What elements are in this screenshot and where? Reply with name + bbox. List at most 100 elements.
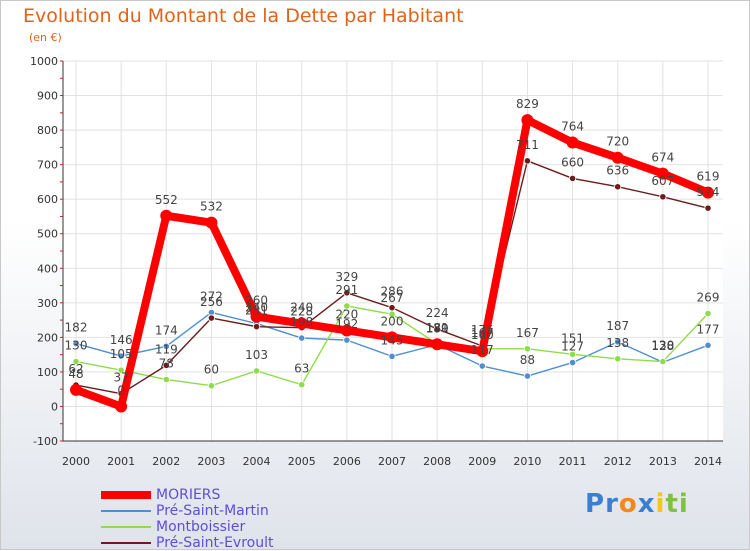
data-label: 117 — [471, 343, 494, 357]
legend-label: MORIERS — [156, 487, 221, 503]
data-point — [704, 341, 712, 349]
data-point — [295, 317, 308, 330]
x-tick-label: 2005 — [288, 455, 316, 468]
x-tick-label: 2011 — [559, 455, 587, 468]
data-label: 269 — [697, 291, 720, 305]
data-label: 660 — [561, 155, 584, 169]
data-point — [343, 336, 351, 344]
data-label: 764 — [561, 120, 584, 134]
data-point — [656, 167, 669, 180]
x-tick-label: 2001 — [107, 455, 135, 468]
legend-item: Pré-Saint-Martin — [101, 503, 273, 519]
x-tick-label: 2008 — [423, 455, 451, 468]
logo-letter: o — [618, 489, 638, 519]
chart-title: Evolution du Montant de la Dette par Hab… — [23, 5, 464, 27]
data-point — [704, 309, 712, 318]
data-label: 151 — [561, 331, 584, 345]
data-label: 62 — [68, 362, 83, 376]
data-label: 532 — [200, 200, 223, 214]
data-point — [162, 361, 170, 369]
data-label: 128 — [651, 339, 674, 353]
data-label: 37 — [114, 371, 129, 385]
data-point — [386, 331, 398, 344]
legend-item: MORIERS — [101, 487, 273, 503]
data-point — [614, 183, 622, 191]
legend-item: Pré-Saint-Evroult — [101, 535, 273, 551]
data-label: 181 — [426, 321, 449, 335]
logo-letter: i — [678, 489, 689, 519]
data-label: 145 — [381, 333, 404, 347]
chart-legend: MORIERS Pré-Saint-Martin Montboissier Pré-S… — [101, 487, 273, 551]
data-label: 552 — [155, 193, 178, 207]
y-tick-label: 700 — [37, 159, 58, 172]
data-label: 200 — [381, 314, 404, 328]
data-point — [160, 209, 173, 222]
data-point — [614, 355, 622, 363]
data-point — [431, 338, 444, 351]
y-tick-label: -100 — [33, 435, 58, 448]
logo-letter: t — [665, 489, 679, 519]
x-tick-label: 2006 — [333, 455, 361, 468]
legend-swatch — [101, 491, 151, 499]
data-point — [252, 323, 261, 331]
data-label: 720 — [606, 135, 629, 149]
data-label: 198 — [290, 315, 313, 329]
data-label: 224 — [426, 306, 449, 320]
data-point — [704, 204, 712, 212]
data-point — [523, 372, 532, 380]
data-label: 167 — [471, 326, 494, 340]
data-point — [343, 289, 351, 297]
data-point — [72, 339, 80, 348]
data-label: 175 — [471, 323, 494, 337]
data-point — [72, 357, 80, 366]
y-tick-label: 300 — [37, 297, 58, 310]
x-tick-label: 2002 — [152, 455, 180, 468]
data-label: 174 — [155, 323, 178, 337]
data-point — [568, 174, 577, 183]
data-point — [566, 136, 579, 149]
data-point — [117, 366, 125, 374]
legend-swatch — [101, 510, 151, 512]
data-label: 619 — [697, 170, 720, 184]
data-point — [298, 381, 306, 389]
data-point — [568, 358, 577, 367]
data-label: 674 — [651, 151, 674, 165]
y-tick-label: 100 — [37, 366, 58, 379]
logo-letter: i — [655, 489, 666, 519]
data-label: 88 — [520, 353, 535, 367]
data-label: 231 — [245, 304, 268, 318]
data-point — [162, 342, 170, 350]
data-point — [340, 324, 353, 337]
data-label: 177 — [697, 322, 720, 336]
data-point — [388, 304, 396, 312]
y-tick-label: 200 — [37, 331, 58, 344]
y-tick-label: 600 — [37, 193, 58, 206]
proxiti-logo: Proxiti — [585, 489, 689, 519]
data-label: 220 — [335, 307, 358, 321]
data-label: 574 — [697, 185, 720, 199]
x-tick-label: 2010 — [513, 455, 541, 468]
data-label: 180 — [426, 321, 449, 335]
legend-label: Montboissier — [156, 519, 246, 535]
y-tick-label: 800 — [37, 124, 58, 137]
chart-subtitle: (en €) — [29, 31, 62, 44]
data-label: 329 — [335, 270, 358, 284]
data-label: 829 — [516, 97, 539, 111]
data-label: 105 — [110, 347, 133, 361]
data-label: 260 — [245, 294, 268, 308]
data-label: 291 — [335, 283, 358, 297]
data-point — [298, 334, 306, 342]
data-point — [207, 314, 216, 322]
data-label: 607 — [651, 174, 674, 188]
data-label: 240 — [290, 301, 313, 315]
x-tick-label: 2007 — [378, 455, 406, 468]
data-point — [614, 338, 622, 346]
data-label: 130 — [65, 339, 88, 353]
data-label: 138 — [606, 336, 629, 350]
data-label: 256 — [200, 295, 223, 309]
data-label: 48 — [68, 367, 83, 381]
x-tick-label: 2013 — [649, 455, 677, 468]
data-label: 636 — [606, 164, 629, 178]
data-label: 240 — [245, 301, 268, 315]
